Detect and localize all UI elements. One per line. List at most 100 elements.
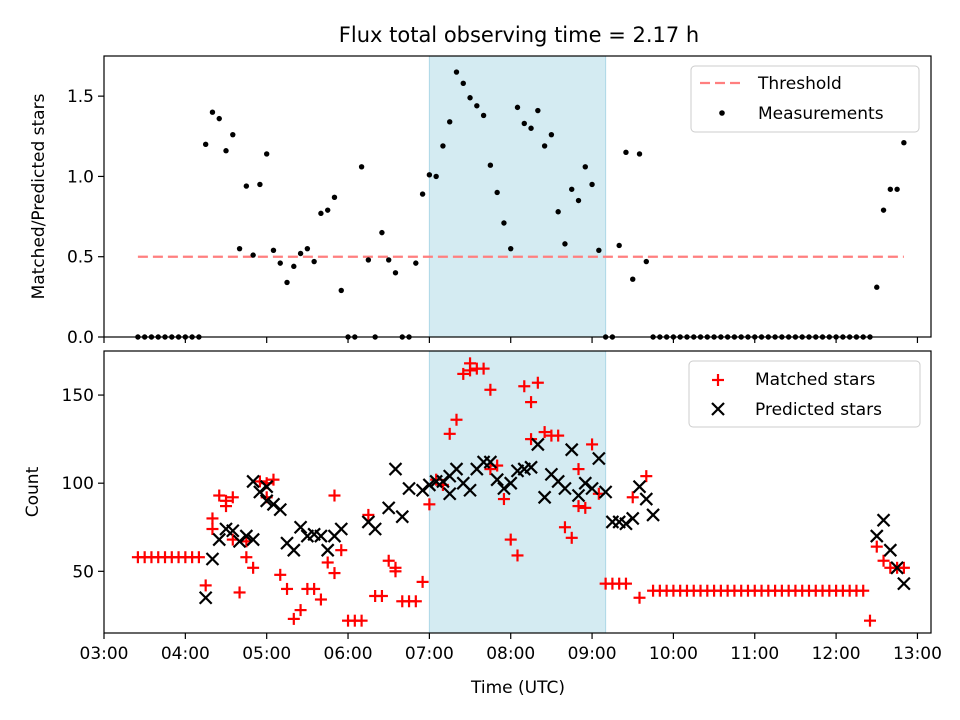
measurement-point (250, 252, 256, 258)
predicted-star-point (531, 437, 545, 452)
predicted-star-point (503, 476, 518, 490)
predicted-star-point (883, 543, 898, 557)
x-tick-label: 06:00 (324, 644, 373, 664)
matched-star-point (457, 367, 470, 380)
predicted-star-point (564, 442, 579, 457)
measurement-point (623, 149, 629, 156)
x-tick-label: 05:00 (242, 644, 291, 664)
y-axis-label: Matched/Predicted stars (29, 93, 49, 299)
measurement-point (386, 257, 392, 263)
measurement-point (643, 258, 649, 265)
matched-star-point (281, 582, 294, 595)
predicted-star-point (646, 508, 660, 522)
matched-star-point (362, 508, 375, 521)
ratio-panel: 0.0 0.5 1.0 1.5 Matched/Predicted stars Thr… (29, 55, 932, 348)
matched-star-point (484, 463, 497, 476)
legend-matched-label: Matched stars (755, 370, 875, 390)
legend: Threshold Measurements (690, 65, 920, 133)
observing-window-span (428, 350, 607, 634)
predicted-star-point (897, 576, 911, 591)
matched-star-point (206, 512, 219, 525)
measurement-point (243, 183, 250, 189)
predicted-star-point (314, 529, 328, 543)
matched-star-point (572, 463, 585, 476)
x-axis-ticks: 03:00 04:00 05:00 06:00 07:00 08:00 09:00 10:00… (80, 633, 942, 664)
predicted-star-point (422, 478, 437, 492)
predicted-star-point (239, 529, 254, 543)
matched-star-point (450, 413, 463, 426)
matched-star-point (565, 531, 578, 544)
matched-star-point (213, 489, 226, 502)
y-tick-label: 50 (72, 562, 94, 582)
measurement-point (630, 276, 636, 282)
matched-star-point (267, 473, 280, 486)
measurement-point (311, 258, 317, 265)
matched-star-point (199, 579, 212, 592)
plot-area-frame (103, 350, 932, 634)
chart-title: Flux total observing time = 2.17 h (339, 23, 699, 47)
matched-star-point (389, 565, 402, 578)
matched-star-point (504, 533, 517, 546)
predicted-star-point (598, 485, 613, 499)
measurement-point (277, 260, 283, 266)
predicted-star-point (259, 479, 274, 494)
predicted-star-point (463, 483, 477, 498)
predicted-star-point (890, 561, 904, 575)
measurement-point (596, 247, 602, 253)
predicted-star-point (381, 501, 396, 515)
matched-star-point (416, 575, 429, 588)
legend: Matched stars Predicted stars (688, 360, 921, 428)
matched-star-point (538, 426, 551, 439)
legend-threshold-label: Threshold (757, 74, 842, 94)
measurement-point (440, 143, 446, 149)
predicted-star-point (869, 529, 884, 543)
measurement-point (582, 164, 588, 170)
x-tick-label: 07:00 (405, 644, 454, 664)
measurement-point (202, 141, 209, 148)
predicted-star-point (273, 502, 288, 517)
matched-star-point (287, 612, 300, 625)
predicted-star-point (876, 513, 891, 527)
predicted-star-point (639, 492, 654, 506)
measurement-point (901, 140, 907, 146)
predicted-star-point (585, 481, 599, 496)
predicted-star-point (625, 511, 640, 526)
matched-star-point (572, 500, 585, 513)
measurement-point (569, 186, 575, 192)
measurement-point (447, 119, 453, 125)
measurement-point (433, 173, 439, 180)
measurement-point (514, 104, 521, 111)
x-tick-label: 04:00 (161, 644, 210, 664)
measurement-point (541, 143, 548, 149)
measurement-point (426, 172, 433, 178)
matched-star-point (226, 491, 239, 504)
predicted-star-point (246, 532, 260, 547)
matched-star-point (518, 380, 531, 393)
measurement-point (474, 103, 480, 109)
predicted-star-point (212, 532, 227, 547)
measurement-point (236, 245, 243, 252)
matched-star-point (294, 604, 307, 617)
measurement-point (257, 181, 263, 188)
measurement-point (230, 131, 236, 138)
matched-star-point (355, 614, 368, 627)
measurement-point (535, 107, 541, 114)
y-tick-label: 100 (62, 474, 94, 494)
predicted-star-point (320, 543, 335, 557)
matched-star-point (247, 561, 260, 574)
measurement-point (555, 209, 561, 215)
measurement-point (284, 279, 290, 286)
matched-star-point (525, 396, 538, 409)
x-axis-label: Time (UTC) (470, 678, 565, 698)
predicted-star-point (571, 488, 586, 503)
measurement-point (501, 220, 507, 226)
measurement-point (338, 287, 344, 294)
matched-star-point (531, 376, 544, 389)
matched-star-point (443, 427, 456, 440)
matched-star-point (328, 489, 341, 502)
matched-star-point (579, 501, 592, 514)
matched-star-point (525, 433, 538, 446)
measurement-point (589, 181, 595, 188)
legend-predicted-swatch (711, 402, 725, 416)
